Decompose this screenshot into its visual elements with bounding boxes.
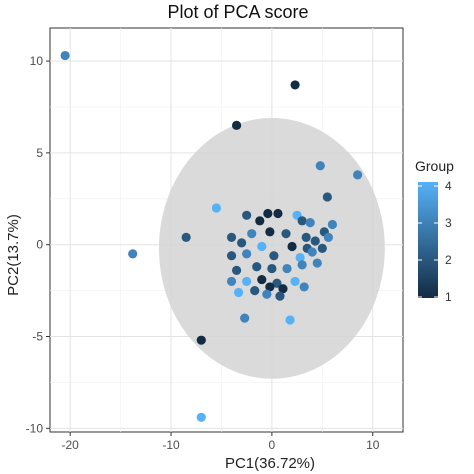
- data-point: [240, 313, 250, 323]
- data-point: [242, 249, 252, 259]
- data-point: [262, 289, 272, 299]
- data-point: [305, 218, 315, 228]
- data-point: [265, 282, 275, 292]
- legend-tick-label: 3: [445, 216, 452, 230]
- data-point: [295, 252, 305, 263]
- data-point: [234, 287, 244, 298]
- data-point: [263, 208, 273, 219]
- data-point: [273, 208, 283, 219]
- data-point: [265, 227, 275, 237]
- data-point: [323, 232, 333, 242]
- y-tick-label: -10: [26, 421, 44, 435]
- data-point: [226, 251, 237, 261]
- data-point: [211, 203, 222, 213]
- x-tick-label: 0: [269, 438, 276, 452]
- data-point: [231, 265, 242, 275]
- legend-tick-label: 4: [445, 179, 452, 193]
- data-point: [297, 216, 307, 226]
- x-axis-ticks: -20 -10 0 10: [61, 432, 380, 452]
- data-point: [312, 258, 322, 268]
- data-point: [290, 276, 300, 287]
- x-axis-label: PC1(36.72%): [225, 455, 315, 472]
- legend-colorbar: [418, 182, 438, 298]
- y-tick-label: 0: [36, 238, 43, 252]
- data-point: [226, 276, 237, 287]
- legend-ticks: 1 2 3 4: [418, 179, 452, 304]
- y-tick-label: -5: [32, 330, 43, 344]
- data-point: [226, 232, 237, 242]
- y-tick-label: 10: [30, 54, 44, 68]
- y-axis-ticks: -10 -5 0 5 10: [26, 54, 50, 435]
- data-point: [301, 232, 311, 242]
- data-point: [297, 260, 307, 270]
- y-tick-label: 5: [36, 146, 43, 160]
- data-point: [60, 50, 70, 61]
- data-point: [327, 219, 337, 230]
- x-tick-label: 10: [366, 438, 380, 452]
- data-point: [242, 276, 252, 287]
- data-point: [196, 412, 206, 422]
- data-point: [281, 229, 291, 239]
- data-point: [307, 247, 317, 257]
- data-points: [60, 50, 363, 422]
- data-point: [269, 251, 279, 261]
- chart-title: Plot of PCA score: [167, 2, 308, 22]
- x-tick-label: -10: [162, 438, 180, 452]
- x-tick-label: -20: [61, 438, 79, 452]
- data-point: [257, 241, 267, 252]
- data-point: [255, 216, 265, 226]
- data-point: [247, 229, 257, 239]
- data-point: [272, 278, 282, 288]
- data-point: [128, 249, 138, 259]
- y-axis-label: PC2(13.7%): [5, 214, 22, 296]
- data-point: [317, 243, 327, 253]
- data-point: [181, 232, 191, 242]
- data-point: [353, 170, 363, 180]
- data-point: [322, 192, 332, 202]
- legend-tick-label: 2: [445, 253, 452, 267]
- confidence-ellipse: [158, 117, 385, 379]
- data-point: [231, 120, 242, 130]
- data-point: [267, 263, 277, 274]
- data-point: [310, 236, 320, 246]
- data-point: [287, 241, 297, 252]
- data-point: [252, 262, 262, 272]
- legend: Group 1 2 3 4: [415, 158, 454, 304]
- data-point: [242, 210, 252, 220]
- data-point: [299, 282, 309, 292]
- data-point: [275, 291, 285, 301]
- data-point: [315, 161, 325, 171]
- data-point: [237, 238, 247, 248]
- data-point: [196, 335, 206, 345]
- data-point: [278, 284, 288, 294]
- confidence-ellipse-layer: [158, 117, 385, 379]
- legend-tick-label: 1: [445, 290, 452, 304]
- data-point: [282, 263, 292, 274]
- data-point: [257, 274, 267, 285]
- data-point: [290, 80, 300, 90]
- data-point: [250, 286, 260, 296]
- data-point: [285, 315, 295, 325]
- legend-title: Group: [415, 158, 454, 174]
